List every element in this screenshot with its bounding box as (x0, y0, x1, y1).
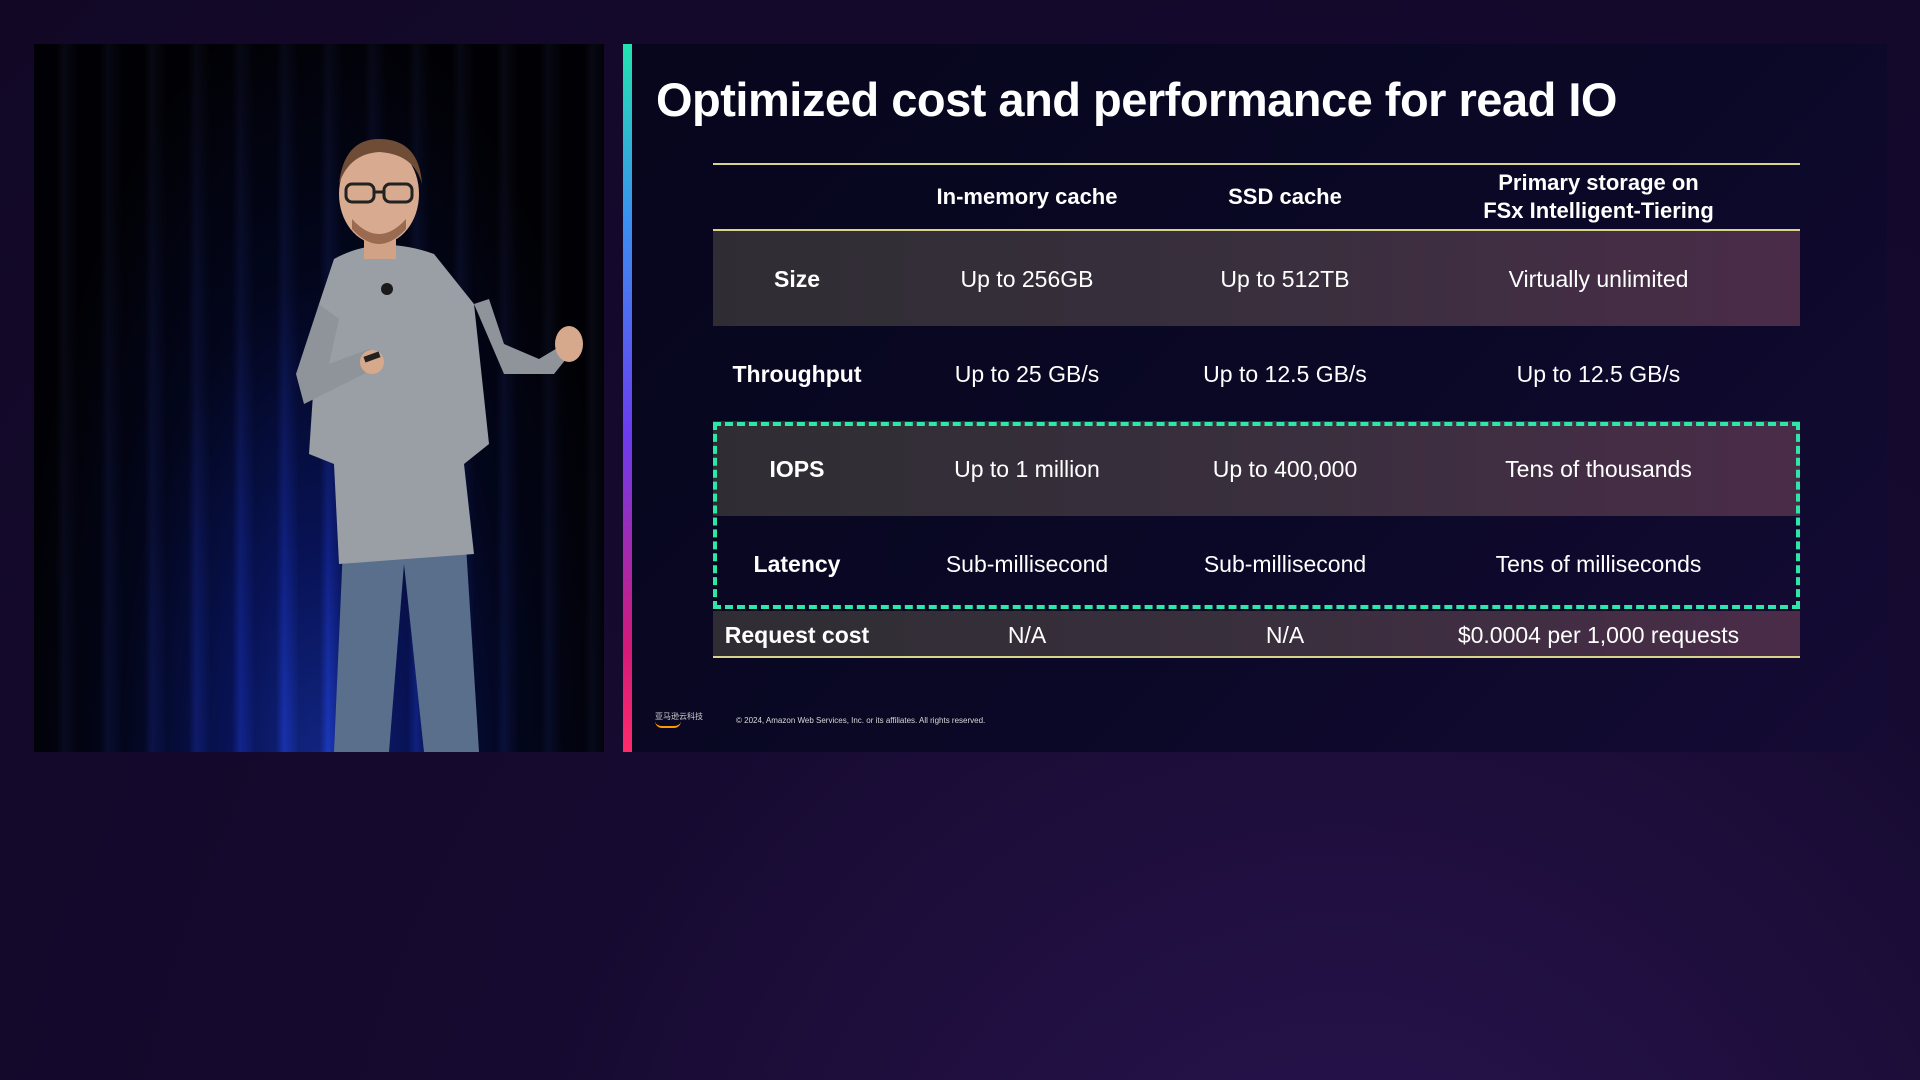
row-label: Size (773, 265, 821, 292)
table-top-rule (713, 163, 1800, 165)
table-header-rule (713, 229, 1800, 231)
table-cell: Tens of thousands (1505, 455, 1692, 482)
table-header-cell: SSD cache (1228, 184, 1342, 209)
comparison-table: In-memory cache SSD cache Primary storag… (713, 163, 1800, 658)
table-cell: Up to 400,000 (1212, 455, 1358, 482)
row-label: Latency (753, 550, 841, 577)
row-label: IOPS (769, 455, 825, 482)
table-cell: Sub-millisecond (1203, 550, 1367, 577)
table-header-row: In-memory cache SSD cache Primary storag… (713, 165, 1800, 229)
table-cell: Sub-millisecond (945, 550, 1109, 577)
speaker-figure (296, 139, 583, 752)
aws-logo-text: 亚马逊云科技 (655, 712, 703, 721)
table-row: Throughput Up to 25 GB/s Up to 12.5 GB/s… (713, 326, 1800, 421)
table-cell: Up to 512TB (1220, 265, 1350, 292)
speaker-video (34, 44, 604, 752)
table-row: IOPS Up to 1 million Up to 400,000 Tens … (713, 421, 1800, 516)
table-header-cell: Primary storage on FSx Intelligent-Tieri… (1483, 170, 1714, 223)
table-cell: N/A (1007, 621, 1047, 648)
slide-accent-bar (623, 44, 632, 752)
table-cell: Up to 12.5 GB/s (1516, 360, 1681, 387)
copyright-text: © 2024, Amazon Web Services, Inc. or its… (736, 716, 986, 725)
table-row: Request cost N/A N/A $0.0004 per 1,000 r… (713, 611, 1800, 656)
slide-title: Optimized cost and performance for read … (656, 73, 1617, 126)
table-row: Size Up to 256GB Up to 512TB Virtually u… (713, 231, 1800, 326)
table-cell: Tens of milliseconds (1495, 550, 1702, 577)
presentation-slide: Optimized cost and performance for read … (623, 44, 1887, 752)
table-cell: Virtually unlimited (1508, 265, 1689, 292)
table-cell: Up to 1 million (954, 455, 1100, 482)
row-label: Request cost (724, 621, 870, 648)
table-row: Latency Sub-millisecond Sub-millisecond … (713, 516, 1800, 611)
table-cell: Up to 25 GB/s (954, 360, 1100, 387)
row-label: Throughput (732, 360, 862, 387)
table-bottom-rule (713, 656, 1800, 658)
table-header-cell: In-memory cache (936, 184, 1118, 209)
table-cell: $0.0004 per 1,000 requests (1457, 621, 1740, 648)
table-cell: Up to 12.5 GB/s (1203, 360, 1367, 387)
table-cell: Up to 256GB (960, 265, 1094, 292)
aws-logo: 亚马逊云科技 (655, 711, 703, 728)
aws-smile-icon (655, 721, 681, 728)
table-cell: N/A (1265, 621, 1305, 648)
